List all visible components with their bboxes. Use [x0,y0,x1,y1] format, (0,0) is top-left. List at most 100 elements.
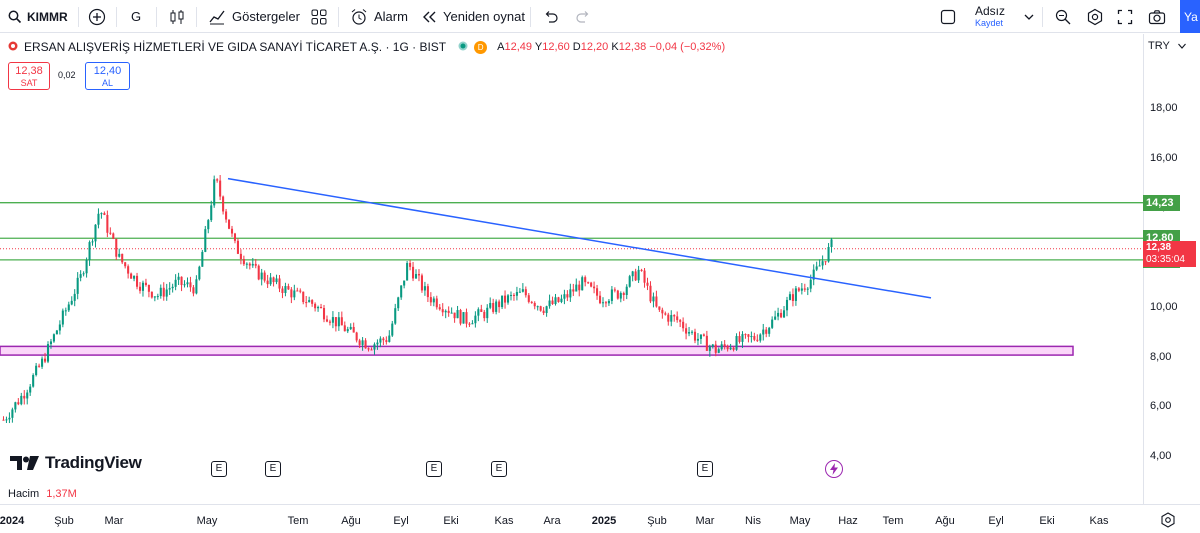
low-label: D [572,41,581,53]
candle-body [762,329,765,335]
earnings-marker[interactable]: E [211,461,227,477]
volume-value: 1,37M [46,488,77,500]
candle-body [423,286,426,291]
bar-countdown: 03:35:04 [1146,253,1185,265]
candle-body [673,315,676,317]
candle-body [299,290,302,292]
compare-button[interactable] [88,0,106,33]
price-tick-label: 8,00 [1150,350,1172,363]
candle-body [76,277,79,294]
time-scale[interactable] [0,504,1200,531]
layout-name[interactable]: Adsız Kaydet [975,0,1005,33]
candle-body [661,309,664,314]
candle-body [5,419,8,421]
fullscreen-button[interactable] [1117,0,1133,33]
divider [338,7,339,27]
candle-body [115,238,118,257]
candle-body [242,259,245,265]
candle-body [284,286,287,293]
candle-body [278,278,281,289]
candle-body [382,338,385,341]
buy-button[interactable]: 12,40 AL [85,62,130,90]
indicators-button[interactable]: Göstergeler [208,0,300,33]
candle-body [49,341,53,345]
market-status-icon [458,40,468,54]
price-tick-label: 16,00 [1150,151,1178,164]
candle-body [153,296,156,298]
series-title: ERSAN ALIŞVERİŞ HİZMETLERİ VE GIDA SANAY… [24,40,447,54]
spread-value: 0,02 [58,70,76,80]
candle-body [708,346,711,351]
candle-body [266,280,269,285]
candle-body [370,349,373,351]
candle-body [79,274,82,278]
interval-button[interactable]: G [131,9,142,24]
earnings-marker[interactable]: E [426,461,442,477]
candle-body [782,310,786,318]
candle-body [180,276,183,286]
candle-body [667,314,670,322]
volume-label: Hacim [8,488,40,500]
candle-body [260,272,263,280]
candle-body [506,295,510,303]
price-tick-label: 6,00 [1150,400,1172,413]
event-marker[interactable] [825,460,843,478]
save-link[interactable]: Kaydet [975,17,1004,28]
earnings-marker[interactable]: E [697,461,713,477]
layout-menu-button[interactable] [1024,0,1034,33]
replay-button[interactable]: Yeniden oynat [422,0,525,33]
candle-body [756,339,759,341]
candle-body [527,295,530,302]
chart-type-button[interactable] [168,0,186,33]
candle-body [518,291,521,293]
currency-selector[interactable]: TRY [1148,40,1186,52]
time-tick-label: Şub [647,515,667,527]
divider [156,7,157,27]
tradingview-logo[interactable]: TradingView [10,453,142,473]
symbol-search[interactable]: KIMMR [8,0,68,33]
candle-body [646,282,649,286]
candle-body [806,288,809,290]
time-tick-label: 2025 [591,515,617,527]
candle-body [314,303,317,309]
candle-body [435,298,438,308]
price-chart[interactable] [0,34,1200,531]
settings-button[interactable] [1086,0,1104,33]
quick-search-button[interactable] [1054,0,1072,33]
candle-body [168,288,171,290]
undo-button[interactable] [543,0,559,33]
divider [1042,7,1043,27]
price-scale[interactable] [1143,34,1200,504]
candle-body [112,233,115,239]
divider [530,7,531,27]
candle-body [652,296,655,302]
publish-button[interactable]: Ya [1180,0,1200,33]
candle-body [127,266,130,274]
earnings-marker[interactable]: E [265,461,281,477]
layout-toggle[interactable] [940,0,956,33]
candle-body [417,274,421,276]
candle-body [38,365,41,367]
candle-body [794,288,797,301]
candle-body [774,316,777,320]
earnings-marker[interactable]: E [491,461,507,477]
scale-settings-button[interactable] [1160,512,1178,530]
divider [78,7,79,27]
candle-body [619,293,622,299]
candle-body [812,269,815,280]
top-toolbar: KIMMR G Göstergeler Alarm Yeniden [0,0,1200,33]
alarm-button[interactable]: Alarm [350,0,408,33]
candle-body [557,297,560,302]
candle-body [732,347,735,350]
candle-body [97,213,100,225]
redo-button[interactable] [575,0,591,33]
time-tick-label: 2024 [0,515,25,527]
candle-body [714,344,717,353]
templates-button[interactable] [310,0,328,33]
candle-body [563,294,566,299]
sell-button[interactable]: 12,38 SAT [8,62,50,90]
candle-body [225,211,228,220]
candle-body [477,309,480,316]
snapshot-button[interactable] [1148,0,1166,33]
candle-body [637,269,640,281]
